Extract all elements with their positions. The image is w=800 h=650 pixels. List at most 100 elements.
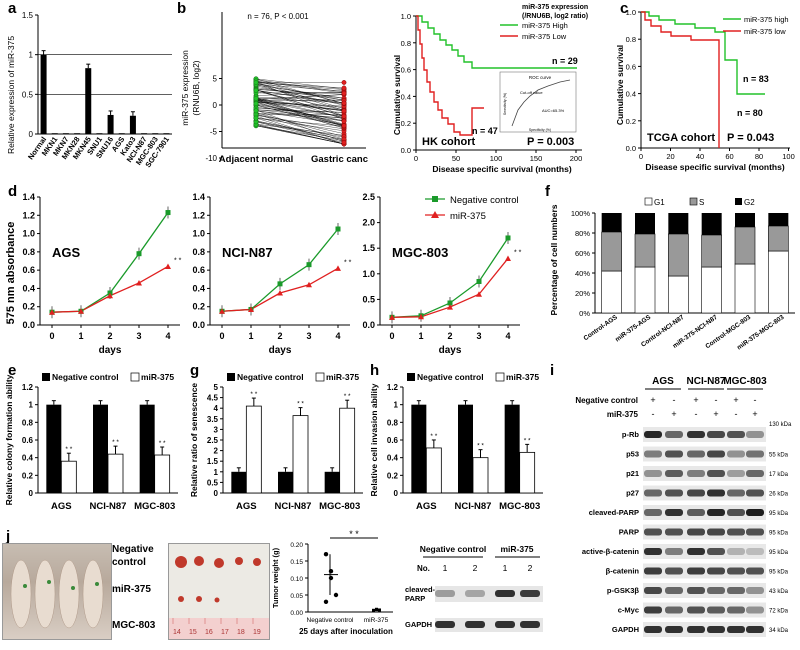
f-bar-s — [602, 232, 622, 271]
d-xtick-label: 2 — [107, 331, 112, 341]
d-ytick-label: 0.5 — [362, 294, 375, 304]
i-band — [687, 548, 705, 555]
d-xtick-label: 3 — [476, 331, 481, 341]
i-mir-sign: + — [671, 409, 676, 419]
panel-j-tumor-weight: Tumor weight (g)0.000.050.100.150.20* *N… — [268, 530, 398, 645]
i-band — [727, 548, 745, 555]
b-cancer-point — [342, 119, 346, 123]
i-size-label: 34 kDa — [769, 628, 789, 634]
i-band — [665, 607, 683, 614]
f-bar-s — [735, 227, 755, 264]
i-cell-label: MGC-803 — [723, 376, 767, 387]
h-legend-mir-swatch — [496, 373, 504, 381]
e-sig: * * — [65, 446, 72, 453]
d-xtick-label: 4 — [505, 331, 510, 341]
d-xtick-label: 3 — [306, 331, 311, 341]
i-band — [665, 431, 683, 438]
i-band — [644, 548, 662, 555]
e-xlabel: MGC-803 — [134, 501, 175, 512]
g-sig: * * — [297, 401, 304, 408]
h-sig: * * — [524, 437, 531, 444]
i-cell-label: AGS — [652, 376, 674, 387]
ruler-label: 18 — [237, 629, 245, 636]
h-ylabel: Relative cell invasion ability — [369, 383, 379, 496]
e-bar-nc — [93, 405, 108, 493]
i-band — [687, 509, 705, 516]
panel-d-growth-curves: 575 nm absorbance 0.00.20.40.60.81.01.21… — [0, 185, 545, 360]
i-band — [707, 431, 725, 438]
i-band — [644, 470, 662, 477]
i-band — [687, 626, 705, 633]
bk-ytick-label: 0.4 — [401, 92, 411, 101]
i-size-label: 130 kDa — [769, 422, 792, 428]
f-bar-s — [702, 235, 722, 267]
c-xtick-label: 20 — [666, 152, 674, 161]
i-band — [644, 490, 662, 497]
km-legend-title2: (/RNU6B, log2 ratio) — [522, 13, 588, 20]
i-band — [746, 548, 764, 555]
i-mir-sign: + — [752, 409, 757, 419]
e-bar-nc — [46, 405, 61, 493]
f-bar-g2 — [702, 213, 722, 235]
g-bar-nc — [278, 472, 293, 493]
i-band — [707, 626, 725, 633]
g-legend-nc: Negative control — [237, 372, 304, 382]
jb-band-parp — [465, 590, 485, 597]
d-chart-title: AGS — [52, 245, 81, 260]
f-ytick-label: 100% — [571, 209, 591, 218]
i-band — [746, 587, 764, 594]
b-cancer-point — [342, 140, 346, 144]
g-xlabel: AGS — [236, 501, 257, 512]
ruler-label: 19 — [253, 629, 261, 636]
g-bar-mir — [293, 416, 308, 493]
h-bar-nc — [505, 405, 520, 493]
d-ytick-label: 0.0 — [22, 320, 35, 330]
km-n-low: n = 47 — [472, 126, 498, 136]
g-ytick-label: 2 — [214, 447, 219, 456]
g-ylabel: Relative ratio of senescence — [189, 383, 199, 498]
f-legend-s: S — [699, 198, 704, 207]
e-ytick-label: 0.6 — [22, 436, 34, 445]
km-legend-high: miR-375 High — [522, 21, 568, 30]
i-protein-label: cleaved-PARP — [589, 508, 639, 517]
d-nc-point — [278, 281, 283, 286]
d-nc-point — [336, 227, 341, 232]
i-band — [707, 568, 725, 575]
i-protein-label: active-β-catenin — [582, 547, 640, 556]
f-legend-g1: G1 — [654, 198, 665, 207]
bk-xtick-label: 150 — [530, 154, 543, 163]
km-legend-title1: miR-375 expression — [522, 4, 588, 11]
a-bar — [119, 133, 125, 134]
h-bar-nc — [411, 405, 426, 493]
i-protein-label: GAPDH — [612, 625, 639, 634]
jb-row2: GAPDH — [405, 620, 432, 629]
b-cancer-point — [342, 114, 346, 118]
e-ytick-label: 0.2 — [22, 471, 34, 480]
h-ytick-label: 0.2 — [387, 471, 399, 480]
i-band — [746, 529, 764, 536]
b-cancer-point — [342, 124, 346, 128]
c-ytick-label: 0.6 — [626, 62, 636, 71]
jw-ylabel: Tumor weight (g) — [271, 547, 280, 608]
e-legend-nc-swatch — [42, 373, 50, 381]
panel-b-ylabel1: miR-375 expression — [180, 50, 190, 126]
panel-b-km-xlabel: Disease specific survival (months) — [432, 164, 572, 174]
i-protein-label: PARP — [619, 528, 639, 537]
d-legend-nc: Negative control — [450, 195, 519, 206]
d-ytick-label: 0.0 — [192, 320, 205, 330]
i-band — [687, 568, 705, 575]
c-ytick-label: 0.0 — [626, 144, 636, 153]
e-bar-mir — [61, 461, 76, 493]
i-band — [707, 509, 725, 516]
ruler-label: 16 — [205, 629, 213, 636]
f-legend-g2: G2 — [744, 198, 755, 207]
i-band — [644, 607, 662, 614]
c-low-curve — [641, 12, 719, 148]
d-xtick-label: 0 — [219, 331, 224, 341]
roc-ylabel: Sensitivity (%) — [503, 93, 507, 115]
b-pair-line — [256, 124, 344, 144]
